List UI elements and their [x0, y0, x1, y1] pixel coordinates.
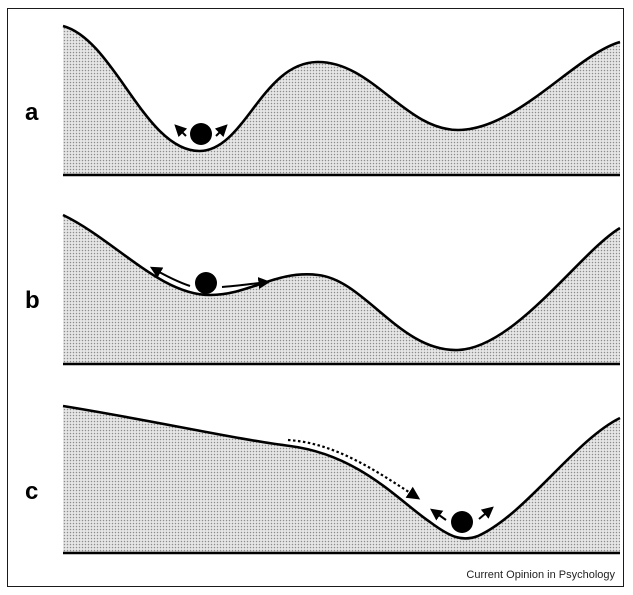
ball-a: [190, 123, 212, 145]
arrow-a-left: [174, 124, 188, 138]
arrow-a-right: [214, 124, 228, 138]
journal-credit: Current Opinion in Psychology: [466, 569, 615, 581]
landscape-b-curve: [62, 213, 621, 352]
landscape-c-fill: [63, 406, 620, 553]
arrow-b-left: [149, 266, 191, 287]
arrow-c-right: [478, 506, 494, 520]
panel-b: [62, 213, 621, 366]
panel-a: [62, 24, 621, 177]
arrow-b-right: [221, 277, 271, 290]
dotted-path-arrow: [287, 438, 421, 500]
ball-b: [195, 272, 217, 294]
landscape-c-curve: [62, 404, 621, 540]
landscape-b-fill: [63, 215, 620, 364]
ball-c: [451, 511, 473, 533]
panel-label-b: b: [25, 287, 40, 314]
panel-label-c: c: [25, 478, 39, 505]
panel-label-a: a: [25, 99, 39, 126]
panel-c: [62, 404, 621, 555]
landscape-a-fill: [63, 26, 620, 175]
arrow-c-left: [430, 508, 447, 521]
landscape-a-curve: [62, 24, 621, 153]
